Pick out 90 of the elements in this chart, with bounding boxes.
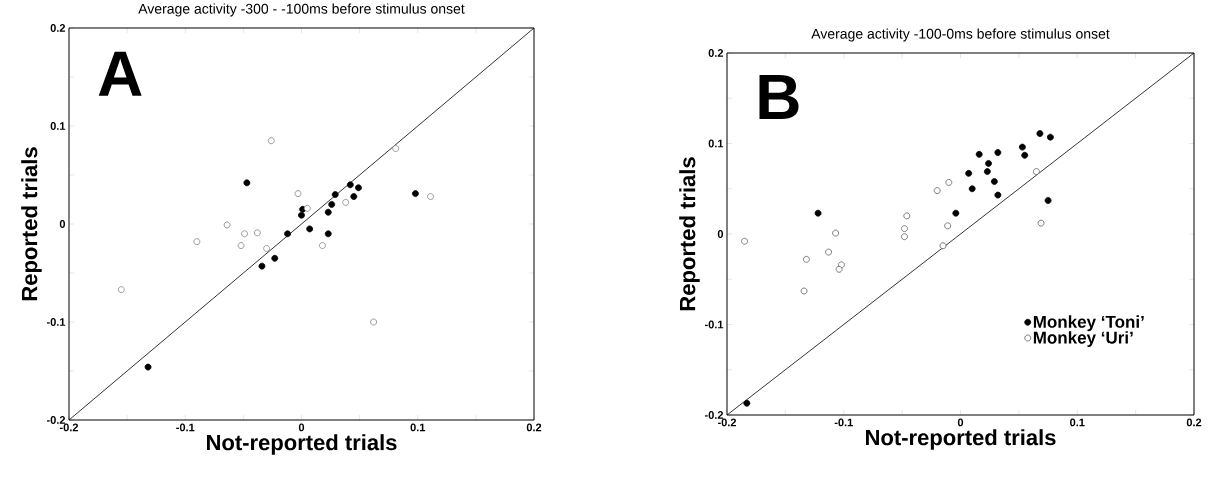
y-axis-title: Reported trials bbox=[21, 147, 42, 301]
y-tick-label: -0.1 bbox=[704, 320, 724, 329]
point bbox=[901, 233, 908, 241]
y-tick-label: 0 bbox=[59, 220, 66, 228]
point bbox=[392, 145, 400, 152]
point bbox=[994, 149, 1002, 156]
y-tick-label: 0.2 bbox=[50, 24, 66, 32]
y-tick-label: 0.2 bbox=[708, 49, 724, 57]
point bbox=[1021, 151, 1029, 159]
point bbox=[1036, 130, 1044, 137]
point bbox=[319, 242, 326, 249]
point bbox=[331, 191, 339, 198]
point bbox=[271, 254, 279, 262]
point bbox=[241, 230, 248, 238]
point bbox=[743, 399, 751, 407]
point bbox=[835, 265, 843, 273]
point bbox=[965, 169, 973, 177]
point bbox=[901, 225, 908, 232]
point bbox=[1037, 219, 1045, 227]
point bbox=[944, 222, 952, 230]
point bbox=[324, 230, 332, 238]
point bbox=[1044, 197, 1052, 204]
point bbox=[1033, 168, 1040, 175]
point bbox=[990, 178, 998, 185]
point bbox=[1018, 143, 1026, 151]
point bbox=[903, 212, 911, 220]
point bbox=[258, 262, 266, 270]
point bbox=[933, 187, 941, 194]
point bbox=[985, 160, 992, 167]
x-tick-label: 0 bbox=[298, 423, 305, 432]
point bbox=[294, 190, 302, 198]
x-tick-label: 0.2 bbox=[1186, 418, 1202, 427]
y-tick-label: -0.2 bbox=[704, 411, 724, 419]
x-tick-label: 0 bbox=[957, 418, 964, 427]
x-axis-title: Not-reported trials bbox=[207, 434, 397, 455]
point bbox=[342, 199, 350, 206]
point bbox=[825, 248, 832, 256]
legend-label: Monkey ‘Uri’ bbox=[1033, 331, 1133, 347]
point bbox=[350, 193, 358, 200]
point bbox=[427, 193, 434, 200]
point bbox=[741, 237, 748, 245]
point bbox=[243, 179, 251, 187]
annotation: A bbox=[98, 51, 142, 96]
point bbox=[267, 137, 275, 145]
point bbox=[994, 191, 1002, 199]
chart-title: Average activity -300 - -100ms before stimulus onset bbox=[138, 3, 465, 17]
point bbox=[298, 211, 305, 219]
y-tick-label: -0.1 bbox=[46, 318, 66, 326]
point bbox=[968, 185, 976, 193]
x-tick-label: 0.1 bbox=[1070, 418, 1085, 427]
point bbox=[328, 201, 336, 208]
point bbox=[237, 242, 245, 249]
point bbox=[412, 190, 419, 198]
point bbox=[814, 209, 822, 217]
y-tick-label: 0 bbox=[717, 230, 724, 238]
point bbox=[939, 242, 947, 250]
point bbox=[832, 229, 839, 237]
x-tick-label: 0.2 bbox=[526, 423, 542, 432]
point bbox=[284, 230, 291, 238]
point bbox=[223, 221, 231, 229]
x-tick-label: -0.1 bbox=[834, 418, 853, 427]
point bbox=[324, 208, 332, 216]
point bbox=[306, 225, 314, 233]
x-axis-title: Not-reported trials bbox=[866, 429, 1056, 450]
point bbox=[1047, 133, 1054, 141]
y-axis-title: Reported trials bbox=[679, 157, 700, 311]
x-tick-label: -0.1 bbox=[176, 423, 195, 432]
point bbox=[803, 255, 810, 263]
point bbox=[253, 229, 261, 237]
point bbox=[945, 179, 953, 186]
x-tick-label: 0.1 bbox=[410, 423, 426, 432]
point bbox=[355, 184, 362, 192]
chart-title: Average activity -100-0ms before stimulus onset bbox=[811, 28, 1110, 42]
point bbox=[952, 209, 960, 217]
point bbox=[975, 150, 983, 158]
point bbox=[117, 286, 125, 294]
point bbox=[370, 318, 377, 326]
point bbox=[800, 287, 808, 295]
y-tick-label: 0.1 bbox=[50, 122, 66, 130]
y-tick-label: 0.1 bbox=[708, 139, 724, 148]
annotation: B bbox=[759, 74, 799, 119]
x-tick-label: -0.2 bbox=[59, 423, 79, 432]
point bbox=[144, 363, 152, 371]
point bbox=[193, 238, 201, 246]
point bbox=[263, 245, 271, 252]
point bbox=[983, 168, 991, 175]
point bbox=[303, 204, 311, 212]
x-tick-label: -0.2 bbox=[717, 418, 737, 427]
legend-label: Monkey ‘Toni’ bbox=[1033, 315, 1144, 332]
point bbox=[346, 181, 354, 189]
